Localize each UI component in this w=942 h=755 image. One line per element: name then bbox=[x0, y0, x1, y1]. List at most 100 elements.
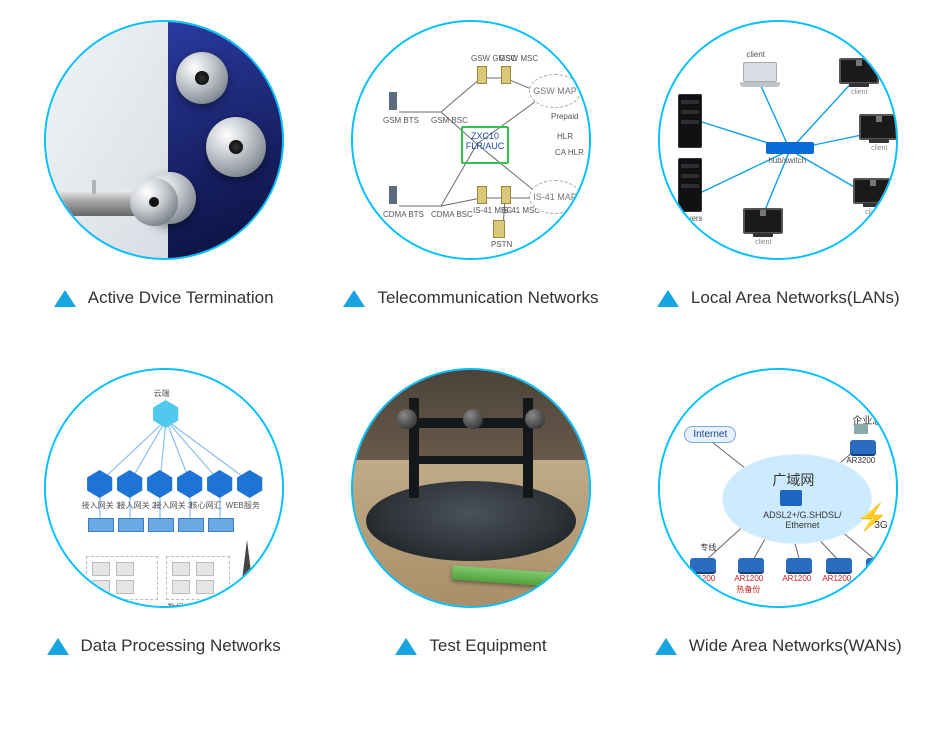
bnc-connector-icon bbox=[176, 52, 228, 104]
wan-cloud-sublabel: ADSL2+/G.SHDSL/ Ethernet bbox=[752, 510, 852, 530]
hub-icon bbox=[766, 142, 814, 154]
item-wide-area-networks: 广域网 ADSL2+/G.SHDSL/ Ethernet Internet AR… bbox=[645, 368, 912, 656]
router-extra-label: 热备份 bbox=[736, 584, 760, 595]
bts-icon bbox=[389, 92, 397, 110]
access-box-icon bbox=[88, 518, 114, 532]
item-label: Active Dvice Termination bbox=[88, 288, 274, 308]
client-label: client bbox=[746, 50, 765, 59]
client-label: client bbox=[740, 239, 786, 246]
access-box-icon bbox=[118, 518, 144, 532]
thumb-active-dvice-termination bbox=[44, 20, 284, 260]
router-icon bbox=[866, 558, 892, 572]
label-row: Wide Area Networks(WANs) bbox=[655, 636, 902, 656]
router-icon bbox=[826, 558, 852, 572]
item-data-processing-networks: 云端 接入网关 1 接入网关 2 接入网关 3 核心网汇 WEB服务 bbox=[30, 368, 297, 656]
client-pc-icon: client bbox=[850, 178, 896, 218]
server-unit-icon bbox=[196, 562, 214, 576]
thumb-test-equipment bbox=[351, 368, 591, 608]
group-label: 数据管理集群 bbox=[168, 602, 216, 608]
item-test-equipment: Test Equipment bbox=[337, 368, 604, 656]
server-unit-icon bbox=[196, 580, 214, 594]
mid-label: 接入网关 3 bbox=[154, 500, 193, 511]
client-pc-icon: client bbox=[856, 114, 898, 154]
cloud-label: IS-41 MAP bbox=[533, 192, 577, 202]
thumb-local-area-networks: hub/switch servers client client client … bbox=[658, 20, 898, 260]
router-label: AR1200 bbox=[686, 574, 715, 583]
router-icon bbox=[690, 558, 716, 572]
server-unit-icon bbox=[92, 562, 110, 576]
item-active-dvice-termination: Active Dvice Termination bbox=[30, 20, 297, 308]
switch-icon bbox=[477, 66, 487, 84]
router-label: AR1200 bbox=[822, 574, 851, 583]
leftline-label: 专线 bbox=[700, 542, 716, 553]
triangle-bullet-icon bbox=[54, 290, 76, 307]
node-label: HLR bbox=[557, 220, 573, 229]
items-grid: Active Dvice Termination bbox=[30, 20, 912, 656]
core-label: ZXC10 FLR/AUC bbox=[466, 131, 505, 151]
top-label: 云端 bbox=[154, 388, 170, 399]
te-fixture-icon bbox=[401, 398, 541, 508]
label-row: Data Processing Networks bbox=[47, 636, 281, 656]
triangle-bullet-icon bbox=[343, 290, 365, 307]
cloud-icon: IS-41 MAP bbox=[529, 180, 581, 214]
thumb-telecommunication-networks: GSM BTS CDMA BTS GSM BSC CDMA BSC GSW GM… bbox=[351, 20, 591, 260]
building-icon bbox=[854, 424, 868, 434]
bts-icon bbox=[389, 186, 397, 204]
bnc-connector-icon bbox=[206, 117, 266, 177]
server-unit-icon bbox=[116, 562, 134, 576]
label-row: Local Area Networks(LANs) bbox=[657, 288, 900, 308]
client-label: client bbox=[836, 89, 882, 96]
node-label: GSM BSC bbox=[431, 116, 468, 125]
mid-label: 核心网汇 bbox=[190, 500, 222, 511]
server-unit-icon bbox=[92, 580, 110, 594]
router-label: AR1200 bbox=[782, 574, 811, 583]
client-label: client bbox=[856, 145, 898, 152]
item-label: Data Processing Networks bbox=[81, 636, 281, 656]
internet-label: Internet bbox=[693, 429, 727, 440]
switch-icon bbox=[493, 220, 505, 238]
mid-label: WEB服务 bbox=[226, 500, 260, 511]
radio-tower-icon bbox=[242, 540, 252, 580]
node-label: Prepaid bbox=[551, 112, 579, 121]
label-row: Telecommunication Networks bbox=[343, 288, 598, 308]
client-pc-icon: client bbox=[740, 208, 786, 248]
item-telecommunication-networks: GSM BTS CDMA BTS GSM BSC CDMA BSC GSW GM… bbox=[337, 20, 604, 308]
core-router-icon bbox=[780, 490, 802, 506]
core-node: ZXC10 FLR/AUC bbox=[461, 126, 509, 164]
switch-icon bbox=[501, 66, 511, 84]
server-unit-icon bbox=[172, 562, 190, 576]
client-pc-icon: client bbox=[836, 58, 882, 98]
label-row: Test Equipment bbox=[395, 636, 546, 656]
access-box-icon bbox=[148, 518, 174, 532]
triangle-bullet-icon bbox=[657, 290, 679, 307]
hub-label: hub/switch bbox=[768, 156, 806, 165]
label-row: Active Dvice Termination bbox=[54, 288, 274, 308]
server-icon bbox=[678, 158, 702, 212]
thumb-data-processing-networks: 云端 接入网关 1 接入网关 2 接入网关 3 核心网汇 WEB服务 bbox=[44, 368, 284, 608]
group-label: 业务处理集群 bbox=[90, 602, 138, 608]
access-box-icon bbox=[178, 518, 204, 532]
access-box-icon bbox=[208, 518, 234, 532]
client-label: client bbox=[850, 209, 896, 216]
thumb-wide-area-networks: 广域网 ADSL2+/G.SHDSL/ Ethernet Internet AR… bbox=[658, 368, 898, 608]
item-local-area-networks: hub/switch servers client client client … bbox=[645, 20, 912, 308]
cloud-label: GSW MAP bbox=[533, 86, 577, 96]
internet-pill: Internet bbox=[684, 426, 736, 443]
item-label: Telecommunication Networks bbox=[377, 288, 598, 308]
switch-icon bbox=[501, 186, 511, 204]
node-label: HLR bbox=[557, 132, 573, 141]
server-icon bbox=[678, 94, 702, 148]
laptop-icon bbox=[740, 62, 780, 88]
router-label: AR1200 bbox=[734, 574, 763, 583]
item-label: Test Equipment bbox=[429, 636, 546, 656]
node-label: GSM BTS bbox=[383, 116, 419, 125]
item-label: Wide Area Networks(WANs) bbox=[689, 636, 902, 656]
router-icon bbox=[738, 558, 764, 572]
triangle-bullet-icon bbox=[395, 638, 417, 655]
node-label: CA HLR bbox=[555, 148, 584, 157]
switch-icon bbox=[477, 186, 487, 204]
bnc-connector-foreground-icon bbox=[52, 172, 172, 232]
router-label: AR3200 bbox=[846, 456, 875, 465]
node-label: PSTN bbox=[491, 240, 512, 249]
node-label: CDMA BTS bbox=[383, 210, 424, 219]
